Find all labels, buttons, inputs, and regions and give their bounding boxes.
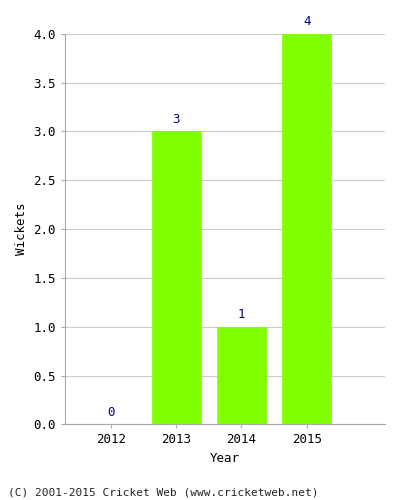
Text: (C) 2001-2015 Cricket Web (www.cricketweb.net): (C) 2001-2015 Cricket Web (www.cricketwe… bbox=[8, 488, 318, 498]
Y-axis label: Wickets: Wickets bbox=[15, 203, 28, 256]
Text: 0: 0 bbox=[107, 406, 114, 418]
Text: 3: 3 bbox=[172, 112, 180, 126]
Text: 4: 4 bbox=[303, 15, 310, 28]
X-axis label: Year: Year bbox=[210, 452, 240, 465]
Bar bbox=[152, 132, 200, 424]
Bar bbox=[282, 34, 331, 424]
Text: 1: 1 bbox=[238, 308, 245, 321]
Bar bbox=[217, 327, 266, 424]
